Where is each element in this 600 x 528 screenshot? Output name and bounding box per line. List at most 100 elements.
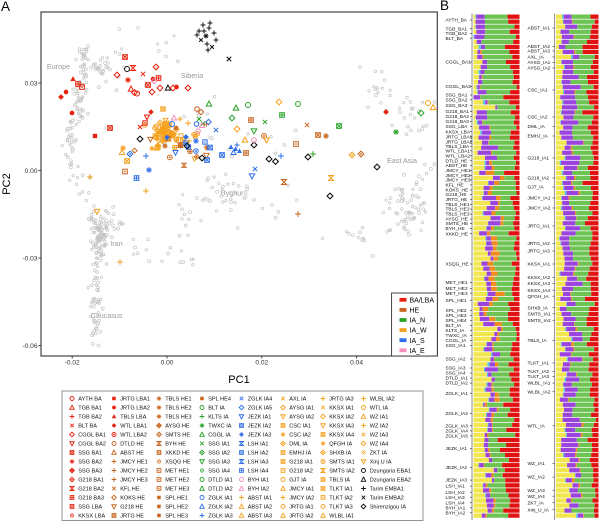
svg-text:SPL HE4: SPL HE4	[208, 396, 231, 402]
svg-text:BLT BA: BLT BA	[78, 423, 97, 429]
svg-text:TLKT IA3: TLKT IA3	[329, 504, 353, 510]
svg-text:XKKD_HE: XKKD_HE	[446, 231, 468, 237]
svg-text:Dzungaria EBA2: Dzungaria EBA2	[370, 477, 411, 483]
svg-text:ABST IA2: ABST IA2	[248, 504, 272, 510]
svg-text:WTL LBA2: WTL LBA2	[120, 432, 147, 438]
svg-text:LSH_IA4: LSH_IA4	[446, 500, 466, 506]
svg-text:East Asia: East Asia	[387, 156, 417, 165]
svg-text:XSQG HE: XSQG HE	[165, 459, 191, 465]
svg-text:WZ IA3: WZ IA3	[370, 432, 389, 438]
svg-text:ZGLK IA4: ZGLK IA4	[248, 396, 273, 402]
svg-text:ABST_HE: ABST_HE	[446, 163, 468, 169]
svg-text:SSG LBA: SSG LBA	[78, 504, 102, 510]
svg-text:Caucasus: Caucasus	[91, 311, 123, 320]
svg-text:Siberia: Siberia	[181, 71, 203, 80]
svg-text:TGB BA2: TGB BA2	[78, 414, 102, 420]
svg-text:JMCY IA1: JMCY IA1	[289, 486, 314, 492]
svg-text:CSC IA2: CSC IA2	[289, 432, 311, 438]
svg-text:BLT_BA: BLT_BA	[446, 36, 464, 42]
svg-text:IA_N: IA_N	[410, 318, 426, 325]
svg-text:ZGLK IA2: ZGLK IA2	[208, 504, 233, 510]
svg-text:JMCY HE1: JMCY HE1	[120, 459, 148, 465]
svg-text:JRTG HE: JRTG HE	[120, 513, 144, 519]
svg-text:PC2: PC2	[1, 173, 13, 194]
svg-text:0.00: 0.00	[161, 360, 174, 367]
svg-text:TLKT_IA1: TLKT_IA1	[528, 361, 550, 367]
svg-text:G218 HE: G218 HE	[120, 504, 143, 510]
svg-text:BLT_IA: BLT_IA	[446, 323, 462, 329]
svg-text:SHXB_IA: SHXB_IA	[528, 305, 549, 311]
svg-text:WTL LBA1: WTL LBA1	[120, 423, 147, 429]
svg-text:BYH HE: BYH HE	[165, 441, 186, 447]
svg-text:G218 IA1: G218 IA1	[289, 459, 313, 465]
svg-text:SSG_LBA: SSG_LBA	[446, 124, 469, 130]
svg-text:AYSG_IA2: AYSG_IA2	[528, 66, 551, 72]
svg-text:CSC_IA2: CSC_IA2	[528, 115, 548, 121]
svg-text:AYSG HE: AYSG HE	[165, 423, 190, 429]
svg-text:ZGLK_IA2: ZGLK_IA2	[446, 411, 469, 417]
svg-text:G218 IA2: G218 IA2	[289, 468, 313, 474]
svg-text:WZ_IA4: WZ_IA4	[528, 494, 546, 500]
svg-text:JMCY HE2: JMCY HE2	[120, 468, 148, 474]
svg-text:JRTG_IA2: JRTG_IA2	[528, 241, 551, 247]
svg-text:TWXC IA: TWXC IA	[208, 423, 232, 429]
svg-text:ABST_IA1: ABST_IA1	[528, 26, 551, 32]
svg-text:G218_IA1: G218_IA1	[528, 156, 550, 162]
svg-text:ABST HE: ABST HE	[120, 450, 144, 456]
svg-text:PC1: PC1	[228, 374, 249, 386]
svg-text:G218_IA2: G218_IA2	[528, 176, 550, 182]
svg-text:QFGH IA: QFGH IA	[329, 441, 352, 447]
svg-text:G218 BA1: G218 BA1	[78, 477, 104, 483]
svg-text:WZ IA4: WZ IA4	[370, 441, 389, 447]
svg-text:TLKT IA2: TLKT IA2	[329, 495, 353, 501]
svg-text:AYSG IA2: AYSG IA2	[289, 414, 314, 420]
svg-text:Tarim EMBA2: Tarim EMBA2	[370, 495, 404, 501]
svg-text:-0.02: -0.02	[65, 360, 80, 367]
svg-text:JMCY IA2: JMCY IA2	[289, 495, 314, 501]
svg-text:WZ IA1: WZ IA1	[370, 414, 389, 420]
svg-text:MET HE1: MET HE1	[165, 468, 189, 474]
svg-text:JEZK IA1: JEZK IA1	[248, 414, 272, 420]
svg-text:MET_HE3: MET_HE3	[446, 291, 468, 297]
svg-text:SSG_IA1: SSG_IA1	[446, 343, 466, 349]
svg-text:JRTG_IA3: JRTG_IA3	[528, 249, 551, 255]
svg-text:Xinj_U_IA: Xinj_U_IA	[528, 507, 550, 513]
svg-text:G218 BA2: G218 BA2	[78, 486, 104, 492]
svg-text:BYH_IA2: BYH_IA2	[446, 510, 466, 516]
svg-text:WLBL IA1: WLBL IA1	[329, 513, 354, 519]
svg-text:MET HE2: MET HE2	[165, 477, 189, 483]
svg-text:CSC IA1: CSC IA1	[289, 423, 311, 429]
svg-text:LSH IA3: LSH IA3	[248, 459, 269, 465]
svg-text:JRTG IA1: JRTG IA1	[289, 504, 313, 510]
svg-text:SMTS HE: SMTS HE	[165, 432, 190, 438]
svg-text:TLKT IA1: TLKT IA1	[329, 486, 353, 492]
svg-text:Dzungaria EBA1: Dzungaria EBA1	[370, 468, 411, 474]
svg-text:-0.03: -0.03	[22, 255, 37, 262]
svg-text:EMHJ_IA: EMHJ_IA	[528, 134, 549, 140]
svg-text:0.00: 0.00	[25, 168, 38, 175]
svg-text:BYH IA2: BYH IA2	[248, 486, 269, 492]
svg-text:ZKT IA: ZKT IA	[370, 450, 388, 456]
svg-text:SMTS_IA1: SMTS_IA1	[528, 311, 552, 317]
svg-text:AYSG IA1: AYSG IA1	[289, 405, 314, 411]
svg-text:DML_IA: DML_IA	[528, 124, 546, 130]
svg-text:KKSX_IA2: KKSX_IA2	[528, 275, 551, 281]
svg-text:HE: HE	[410, 308, 420, 315]
svg-text:Tarim EMBA1: Tarim EMBA1	[370, 486, 404, 492]
svg-text:WZ IA2: WZ IA2	[370, 423, 389, 429]
svg-text:AXL IA: AXL IA	[289, 396, 306, 402]
svg-text:DTLD_IA2: DTLD_IA2	[446, 381, 469, 387]
svg-text:SPL HE3: SPL HE3	[165, 513, 188, 519]
svg-text:AXL_IA: AXL_IA	[528, 55, 545, 61]
svg-text:CSC_IA1: CSC_IA1	[528, 88, 548, 94]
svg-text:LSH IA1: LSH IA1	[248, 441, 269, 447]
svg-text:JEZK_IA1: JEZK_IA1	[446, 446, 468, 452]
svg-text:SMTS IA2: SMTS IA2	[329, 468, 355, 474]
svg-text:BA/LBA: BA/LBA	[410, 297, 435, 304]
svg-text:SSG BA2: SSG BA2	[78, 459, 102, 465]
svg-text:DTLD IA1: DTLD IA1	[208, 477, 233, 483]
svg-text:AYTH_BA: AYTH_BA	[446, 18, 468, 24]
svg-text:JEZK_IA2: JEZK_IA2	[446, 465, 468, 471]
svg-text:CGGL_BA1: CGGL_BA1	[446, 60, 472, 66]
svg-text:-0.06: -0.06	[22, 343, 37, 350]
